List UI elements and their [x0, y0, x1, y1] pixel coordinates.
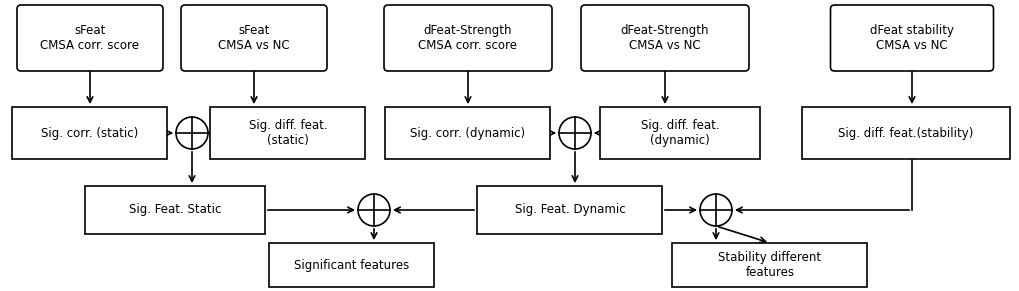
- Text: Sig. diff. feat.(stability): Sig. diff. feat.(stability): [838, 127, 973, 139]
- Text: dFeat-Strength
CMSA vs NC: dFeat-Strength CMSA vs NC: [621, 24, 708, 52]
- FancyBboxPatch shape: [269, 243, 434, 287]
- Text: Sig. Feat. Dynamic: Sig. Feat. Dynamic: [515, 203, 625, 217]
- Text: Sig. diff. feat.
(dynamic): Sig. diff. feat. (dynamic): [640, 119, 718, 147]
- Text: Sig. diff. feat.
(static): Sig. diff. feat. (static): [249, 119, 327, 147]
- Text: sFeat
CMSA corr. score: sFeat CMSA corr. score: [41, 24, 140, 52]
- FancyBboxPatch shape: [17, 5, 163, 71]
- FancyBboxPatch shape: [85, 186, 265, 234]
- Text: dFeat stability
CMSA vs NC: dFeat stability CMSA vs NC: [869, 24, 953, 52]
- FancyBboxPatch shape: [12, 107, 167, 159]
- Text: dFeat-Strength
CMSA corr. score: dFeat-Strength CMSA corr. score: [418, 24, 517, 52]
- FancyBboxPatch shape: [383, 5, 551, 71]
- Text: sFeat
CMSA vs NC: sFeat CMSA vs NC: [218, 24, 289, 52]
- FancyBboxPatch shape: [477, 186, 662, 234]
- Text: Sig. Feat. Static: Sig. Feat. Static: [128, 203, 221, 217]
- Text: Sig. corr. (static): Sig. corr. (static): [42, 127, 139, 139]
- FancyBboxPatch shape: [599, 107, 759, 159]
- FancyBboxPatch shape: [385, 107, 550, 159]
- FancyBboxPatch shape: [210, 107, 365, 159]
- FancyBboxPatch shape: [180, 5, 327, 71]
- FancyBboxPatch shape: [581, 5, 748, 71]
- Text: Significant features: Significant features: [294, 258, 410, 272]
- Text: Sig. corr. (dynamic): Sig. corr. (dynamic): [410, 127, 525, 139]
- FancyBboxPatch shape: [801, 107, 1009, 159]
- FancyBboxPatch shape: [672, 243, 866, 287]
- FancyBboxPatch shape: [829, 5, 993, 71]
- Text: Stability different
features: Stability different features: [717, 251, 820, 279]
